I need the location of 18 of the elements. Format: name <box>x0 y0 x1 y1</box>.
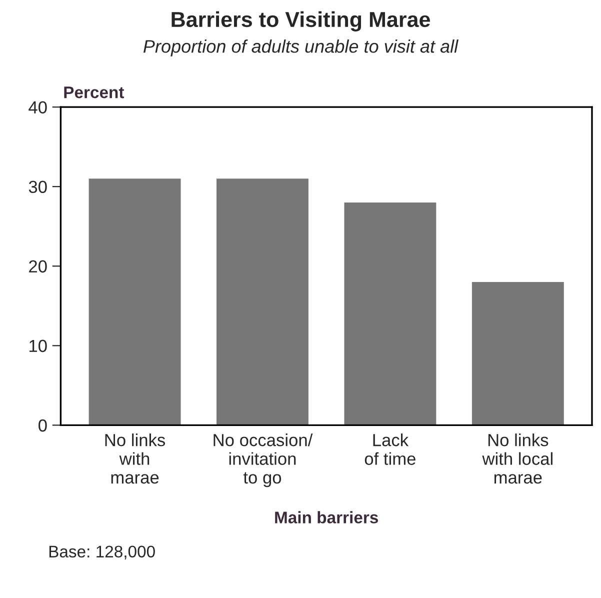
y-tick-label: 0 <box>38 419 47 432</box>
bar <box>216 178 308 426</box>
x-tick-label: Lack of time <box>364 434 416 465</box>
y-tick-label: 10 <box>30 340 47 352</box>
y-tick-label: 20 <box>29 260 47 273</box>
text: Base: 128,000 <box>49 546 155 560</box>
x-tick-label: No occasion/ invitation to go <box>214 434 313 488</box>
x-tick-label: No links with local marae <box>482 434 552 484</box>
chart-subtitle: Proportion of adults unable to visit at all <box>143 40 458 56</box>
x-tick-label: No links with marae <box>105 434 166 484</box>
chart-title: Barriers to Visiting Marae <box>172 11 430 32</box>
bar <box>88 178 181 426</box>
y-tick-label: 30 <box>28 180 47 194</box>
y-axis-title: Percent <box>64 86 124 98</box>
x-axis-title: Main barriers <box>275 511 378 524</box>
bar <box>472 282 564 426</box>
y-tick-label: 40 <box>28 101 47 114</box>
bar <box>344 202 436 426</box>
